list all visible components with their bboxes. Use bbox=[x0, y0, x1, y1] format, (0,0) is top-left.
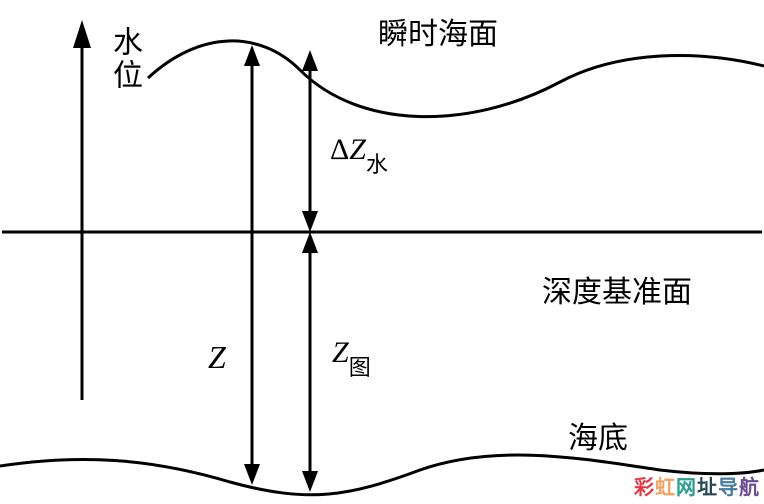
label-delta-Z-water: ΔZ水 bbox=[330, 133, 388, 171]
watermark: 彩虹网址导航 bbox=[634, 471, 760, 500]
dimension-dZ-and-Zchart bbox=[302, 50, 318, 492]
dimension-Z bbox=[244, 45, 260, 485]
label-Z-chart: Z图 bbox=[332, 336, 371, 374]
label-instant-surface: 瞬时海面 bbox=[378, 18, 498, 51]
diagram-root: 水位 瞬时海面 深度基准面 海底 Z ΔZ水 Z图 彩虹网址导航 bbox=[0, 0, 764, 504]
label-Z: Z bbox=[208, 340, 226, 375]
label-seabed: 海底 bbox=[568, 422, 628, 455]
label-water-level: 水位 bbox=[108, 26, 141, 92]
sea-surface-curve bbox=[148, 41, 764, 117]
label-depth-datum: 深度基准面 bbox=[542, 276, 692, 309]
axis-arrowhead bbox=[73, 20, 91, 48]
